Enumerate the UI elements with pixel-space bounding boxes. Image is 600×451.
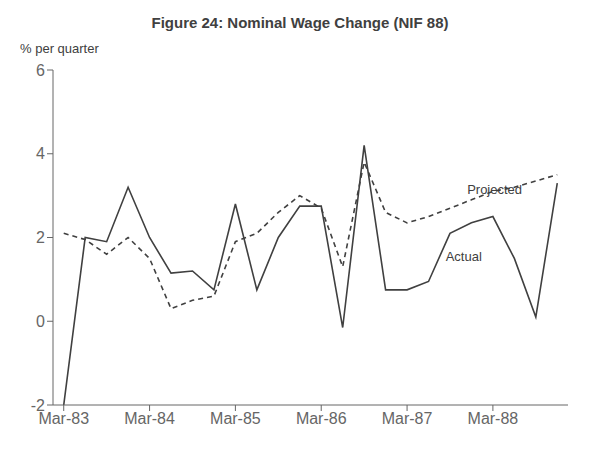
svg-text:Mar-88: Mar-88 xyxy=(468,410,519,427)
svg-text:4: 4 xyxy=(36,145,45,162)
svg-text:Mar-87: Mar-87 xyxy=(382,410,433,427)
svg-text:Actual: Actual xyxy=(446,249,482,264)
html-text:% per quarter: % per quarter xyxy=(20,41,99,56)
svg-text:6: 6 xyxy=(36,62,45,79)
svg-text:-2: -2 xyxy=(31,397,45,414)
svg-text:Mar-84: Mar-84 xyxy=(124,410,175,427)
svg-text:Mar-86: Mar-86 xyxy=(296,410,347,427)
svg-text:2: 2 xyxy=(36,229,45,246)
svg-text:0: 0 xyxy=(36,313,45,330)
svg-text:Mar-83: Mar-83 xyxy=(38,410,89,427)
html-text:Figure 24: Nominal Wage Change: Figure 24: Nominal Wage Change (NIF 88) xyxy=(151,14,449,31)
svg-text:Mar-85: Mar-85 xyxy=(210,410,261,427)
svg-text:Projected: Projected xyxy=(467,182,522,197)
